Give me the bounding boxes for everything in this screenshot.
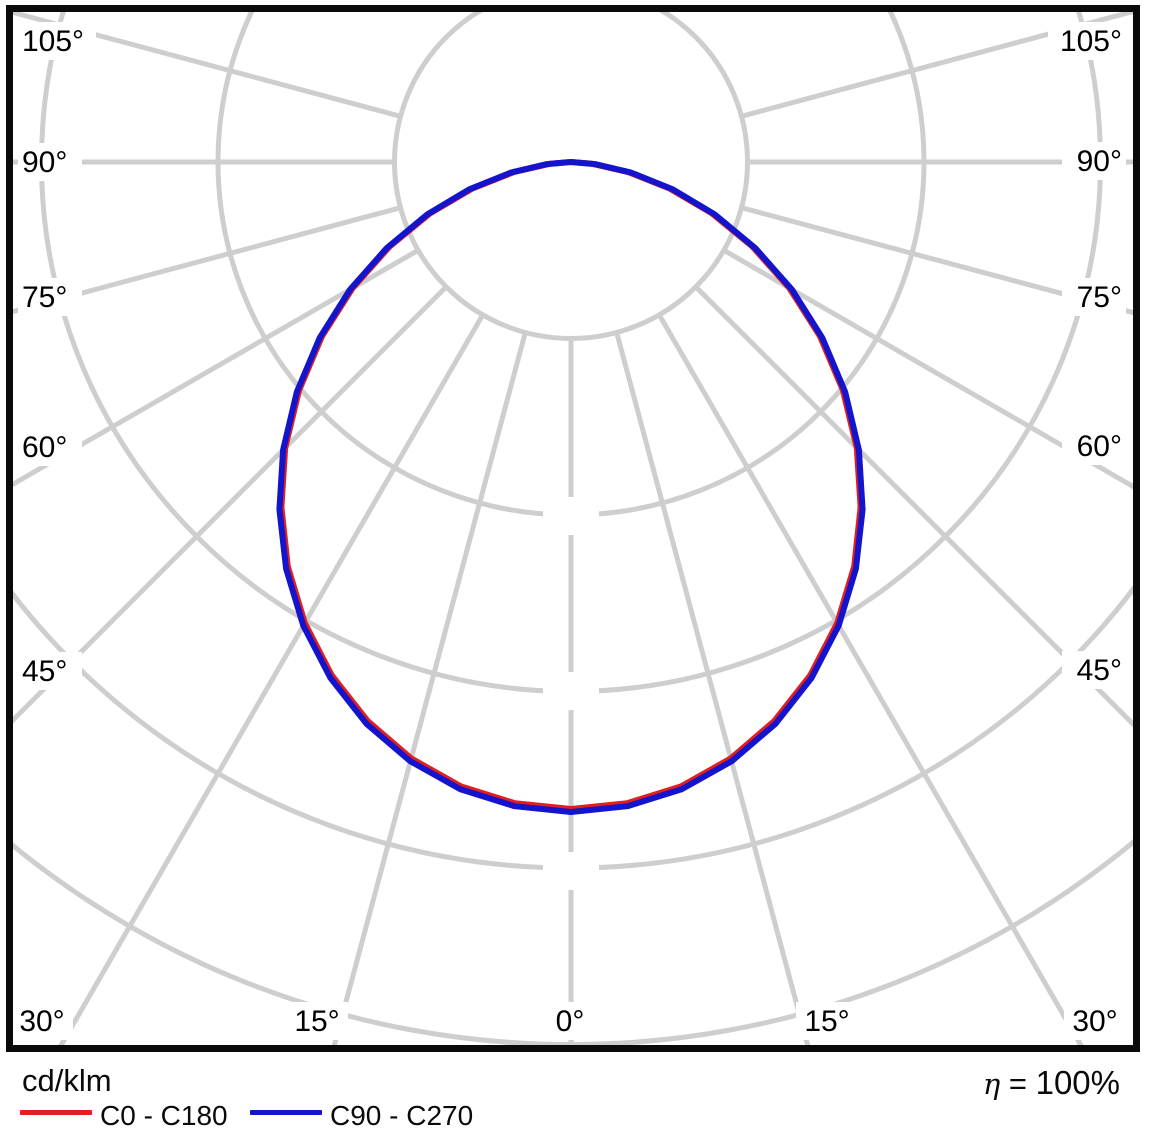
angle-label: 90°	[22, 146, 67, 179]
angle-label-bg	[18, 428, 82, 466]
ring-value-gap-0	[543, 497, 599, 535]
grid-ray-15	[614, 331, 811, 1046]
angle-label: 0°	[556, 1005, 585, 1038]
grid-ray--45	[12, 285, 448, 725]
angle-label: 15°	[804, 1005, 849, 1038]
angle-label-bg	[1062, 651, 1126, 689]
plot-border	[6, 5, 1140, 1052]
angle-label-bg	[1062, 142, 1126, 180]
angle-label-bg	[1064, 1002, 1126, 1040]
grid-ray--15	[331, 331, 528, 1046]
angle-label-bg	[11, 1002, 73, 1040]
angle-label: 30°	[1072, 1005, 1117, 1038]
eta-number: 100%	[1035, 1064, 1120, 1101]
angle-label-bg	[18, 278, 82, 316]
ring-value-gap-1	[543, 672, 599, 710]
grid-ray--30	[57, 313, 485, 1046]
units-title: cd/klm	[22, 1063, 112, 1098]
angle-label-bg	[796, 1002, 858, 1040]
grid-ray--60	[12, 248, 420, 488]
grid-ray-75	[740, 205, 1135, 316]
angle-label: 60°	[1077, 430, 1122, 463]
legend-swatch-c90-c270	[250, 1110, 322, 1115]
angle-label: 105°	[1060, 25, 1122, 58]
angle-label-bg	[18, 652, 82, 690]
angle-label: 90°	[1077, 145, 1122, 178]
angle-label: 60°	[22, 431, 67, 464]
angle-label: 45°	[22, 655, 67, 688]
grid-ray-45	[694, 285, 1135, 730]
grid-ray-60	[722, 248, 1135, 491]
grid-ring-1	[392, 12, 750, 341]
angle-label: 45°	[1077, 654, 1122, 687]
legend-swatch-c0-c180	[20, 1110, 92, 1115]
angle-label-bg	[1062, 427, 1126, 465]
angle-label: 75°	[22, 281, 67, 314]
angle-label-bg	[18, 143, 82, 181]
grid-ray--75	[12, 205, 402, 315]
grid-ray-105	[740, 12, 1135, 119]
angle-label-bg	[18, 22, 96, 60]
ring-value-gap-2	[543, 852, 599, 890]
angle-label: 15°	[294, 1005, 339, 1038]
angle-label-bg	[1048, 22, 1126, 60]
angle-label: 75°	[1077, 281, 1122, 314]
angle-label-bg	[286, 1002, 348, 1040]
angle-label: 30°	[19, 1005, 64, 1038]
eta-equals: =	[1000, 1066, 1036, 1101]
legend-label-c90-c270: C90 - C270	[330, 1100, 474, 1131]
grid-ring-4	[12, 582, 1135, 871]
eta-symbol: η	[982, 1067, 1001, 1101]
angle-label: 105°	[22, 25, 84, 58]
angle-label-bg	[550, 1002, 590, 1040]
grid-ray--105	[12, 12, 402, 119]
legend-label-c0-c180: C0 - C180	[100, 1100, 228, 1131]
curve-c90-c270	[276, 159, 866, 815]
angle-label-bg	[1062, 278, 1126, 316]
efficiency-value: η = 100%	[983, 1064, 1120, 1102]
grid-ray-30	[657, 313, 1085, 1046]
